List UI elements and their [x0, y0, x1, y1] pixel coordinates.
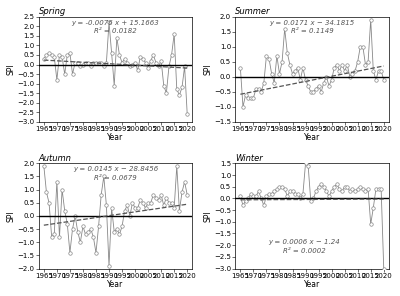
X-axis label: Year: Year — [304, 133, 320, 142]
Text: Summer: Summer — [235, 7, 271, 16]
Y-axis label: SPI: SPI — [7, 210, 16, 222]
Text: Autumn: Autumn — [39, 154, 72, 163]
Text: y = -0.0076 x + 15.1663
R² = 0.0182: y = -0.0076 x + 15.1663 R² = 0.0182 — [72, 20, 160, 34]
Y-axis label: SPI: SPI — [204, 210, 212, 222]
Text: y = 0.0006 x − 1.24
R² = 0.0002: y = 0.0006 x − 1.24 R² = 0.0002 — [268, 239, 340, 254]
X-axis label: Year: Year — [108, 280, 124, 289]
X-axis label: Year: Year — [108, 133, 124, 142]
Y-axis label: SPI: SPI — [204, 64, 212, 75]
Text: Winter: Winter — [235, 154, 263, 163]
X-axis label: Year: Year — [304, 280, 320, 289]
Text: y = 0.0171 x − 34.1815
R² = 0.1149: y = 0.0171 x − 34.1815 R² = 0.1149 — [270, 20, 355, 34]
Text: y = 0.0145 x − 28.8456
R² = 0.0679: y = 0.0145 x − 28.8456 R² = 0.0679 — [73, 166, 158, 181]
Y-axis label: SPI: SPI — [7, 64, 16, 75]
Text: Spring: Spring — [39, 7, 66, 16]
